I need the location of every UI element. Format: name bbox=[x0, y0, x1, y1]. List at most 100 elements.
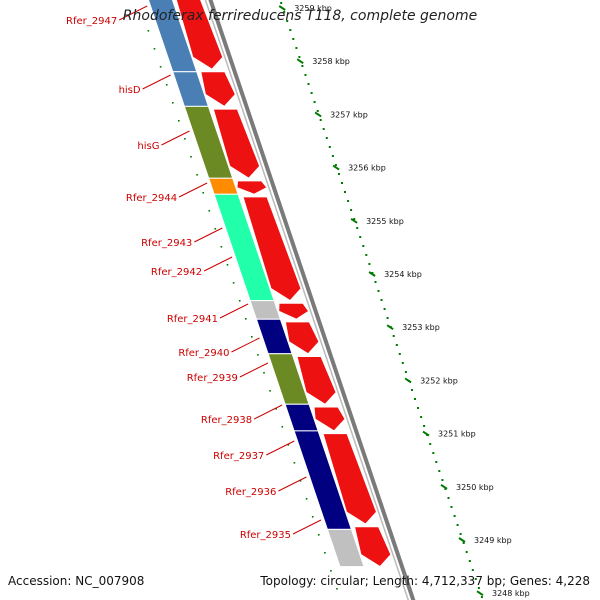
dot bbox=[269, 390, 271, 392]
dot bbox=[471, 569, 474, 571]
label-leader bbox=[178, 182, 208, 198]
label-leader bbox=[278, 476, 307, 492]
dot bbox=[159, 66, 162, 68]
dot bbox=[165, 84, 168, 86]
gene-label: Rfer_2937 bbox=[213, 451, 264, 462]
dot bbox=[395, 344, 398, 346]
cds-arrow bbox=[236, 180, 268, 195]
tick-mark bbox=[386, 324, 394, 331]
dot bbox=[319, 119, 322, 121]
cds-arrow bbox=[284, 321, 320, 355]
gene-label: Rfer_2935 bbox=[240, 530, 291, 541]
tick-marks: 3259 kbp 3258 kbp 3257 kbp 3256 kbp 3255 kbp… bbox=[278, 4, 530, 598]
label-leader bbox=[253, 404, 283, 420]
dot bbox=[311, 516, 314, 518]
label-leader bbox=[266, 440, 295, 456]
dot bbox=[441, 479, 444, 481]
cds-arrow bbox=[175, 0, 224, 70]
dot bbox=[420, 416, 423, 418]
dot bbox=[477, 587, 480, 589]
gene-label: Rfer_2938 bbox=[201, 415, 252, 426]
tick-label: 3254 kbp bbox=[384, 270, 422, 279]
dot bbox=[423, 425, 426, 427]
dot bbox=[184, 138, 186, 140]
dot bbox=[299, 480, 302, 482]
dot bbox=[178, 120, 180, 122]
tick-label: 3255 kbp bbox=[366, 217, 404, 226]
dot bbox=[359, 236, 362, 238]
dot bbox=[293, 462, 296, 464]
dot bbox=[438, 470, 441, 472]
dot bbox=[310, 92, 313, 94]
label-leader bbox=[203, 256, 233, 272]
dot bbox=[336, 588, 338, 590]
dot bbox=[316, 110, 319, 112]
dot bbox=[429, 443, 432, 445]
dot bbox=[468, 560, 471, 562]
label-leader bbox=[219, 303, 249, 319]
tick-mark bbox=[314, 111, 322, 118]
tick-label: 3258 kbp bbox=[312, 57, 350, 66]
tick-mark bbox=[440, 483, 448, 490]
tick-mark bbox=[458, 537, 466, 543]
accession-text: Accession: NC_007908 bbox=[8, 574, 145, 588]
dot bbox=[208, 210, 211, 212]
dot bbox=[172, 102, 174, 104]
dot bbox=[353, 218, 356, 220]
cog-segment bbox=[284, 403, 319, 432]
dot bbox=[474, 578, 477, 580]
dot bbox=[414, 398, 416, 400]
tick-mark bbox=[368, 271, 376, 277]
dot bbox=[435, 461, 438, 463]
gene-label: Rfer_2940 bbox=[178, 348, 229, 359]
tick-mark bbox=[332, 164, 340, 171]
cog-segment bbox=[326, 528, 365, 568]
dot bbox=[447, 497, 450, 499]
dot bbox=[456, 524, 459, 526]
label-leader bbox=[118, 5, 148, 21]
dot bbox=[281, 426, 284, 428]
gene-label: Rfer_2944 bbox=[126, 193, 177, 204]
tick-label: 3256 kbp bbox=[348, 164, 386, 173]
cds-forward-track bbox=[175, 0, 392, 568]
dot bbox=[450, 506, 453, 508]
tick-label: 3249 kbp bbox=[474, 536, 512, 545]
tick-mark bbox=[476, 590, 484, 597]
backbone-line bbox=[208, 0, 416, 600]
dot bbox=[417, 407, 419, 409]
dot bbox=[295, 47, 298, 49]
backbone-track bbox=[204, 0, 416, 600]
dot bbox=[338, 173, 340, 175]
dot bbox=[330, 570, 332, 572]
dot bbox=[305, 498, 308, 500]
dot bbox=[226, 264, 229, 266]
cog-segment bbox=[208, 177, 239, 195]
tick-mark bbox=[350, 217, 358, 224]
dot bbox=[386, 317, 389, 319]
dot bbox=[301, 65, 304, 67]
gene-label: Rfer_2947 bbox=[66, 16, 117, 27]
label-leader bbox=[194, 227, 223, 243]
dot bbox=[377, 290, 380, 292]
dot bbox=[257, 354, 259, 356]
label-leader bbox=[239, 362, 269, 378]
backbone-line-inner bbox=[204, 0, 410, 600]
gene-label: Rfer_2936 bbox=[225, 487, 276, 498]
dot bbox=[356, 227, 359, 229]
dot bbox=[374, 281, 377, 283]
dot bbox=[398, 353, 401, 355]
dot bbox=[322, 128, 325, 130]
cds-arrow bbox=[322, 433, 378, 525]
cds-arrow bbox=[313, 406, 346, 432]
dot bbox=[341, 182, 343, 184]
dot bbox=[392, 335, 395, 337]
dot bbox=[202, 192, 204, 194]
dot bbox=[459, 533, 462, 535]
dot bbox=[344, 191, 346, 193]
dot bbox=[292, 38, 295, 40]
dot bbox=[220, 246, 223, 248]
cds-arrow bbox=[353, 526, 392, 568]
dot bbox=[153, 48, 156, 50]
dot bbox=[453, 515, 456, 517]
